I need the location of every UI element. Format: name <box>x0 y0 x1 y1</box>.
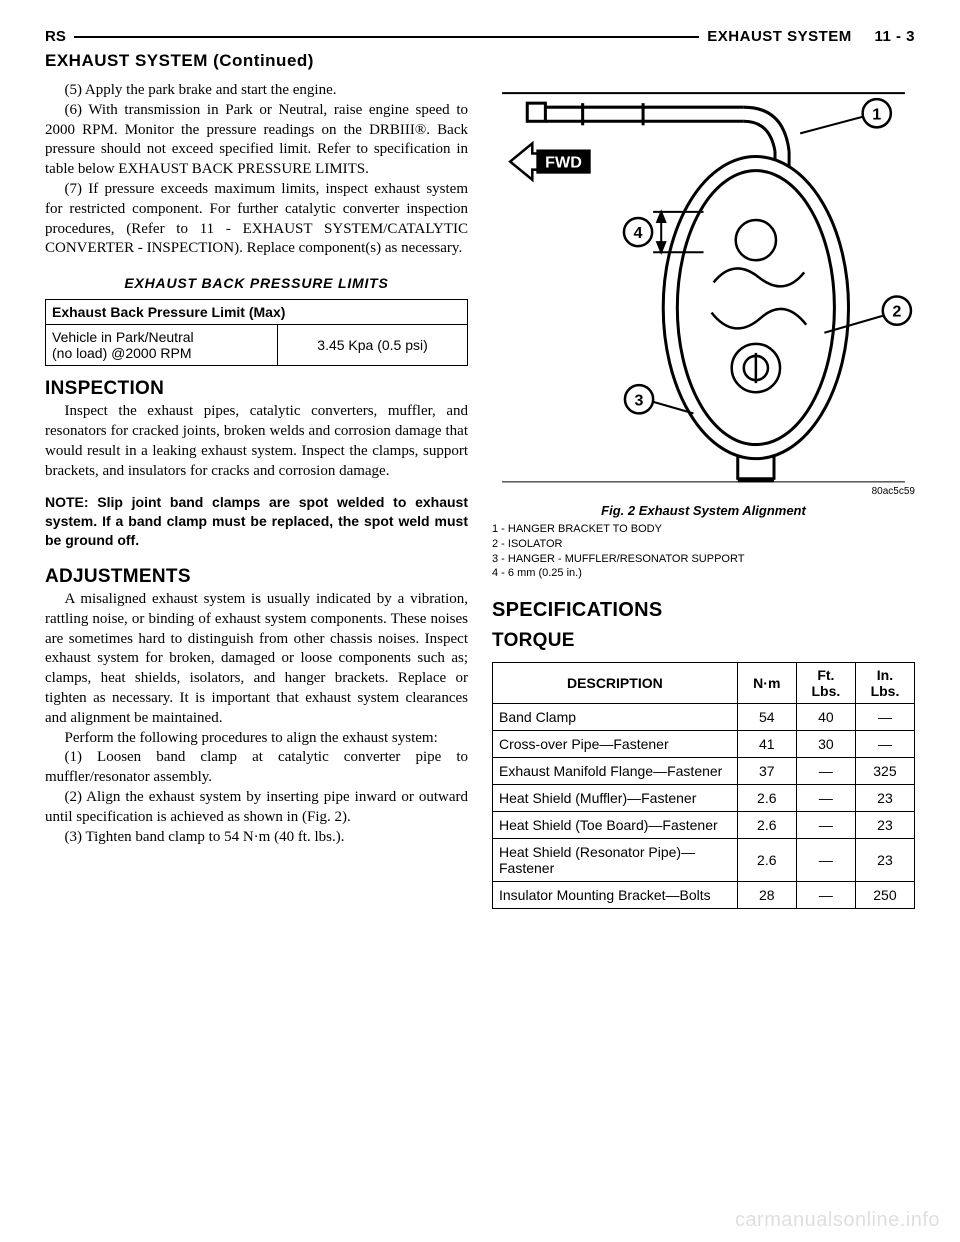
legend-2: 2 - ISOLATOR <box>492 537 915 552</box>
step-5: (5) Apply the park brake and start the e… <box>45 81 468 101</box>
cell: — <box>855 704 914 731</box>
content-columns: (5) Apply the park brake and start the e… <box>45 81 915 909</box>
cell: 30 <box>796 731 855 758</box>
watermark: carmanualsonline.info <box>735 1209 940 1232</box>
table-row: Heat Shield (Resonator Pipe)—Fastener 2.… <box>493 839 915 882</box>
cell: 23 <box>855 839 914 882</box>
cell: — <box>796 785 855 812</box>
header-section: EXHAUST SYSTEM 11 - 3 <box>707 28 915 45</box>
cell: — <box>796 812 855 839</box>
cell: Band Clamp <box>493 704 738 731</box>
cell: 37 <box>737 758 796 785</box>
table-row: Heat Shield (Toe Board)—Fastener 2.6 — 2… <box>493 812 915 839</box>
svg-text:3: 3 <box>635 391 644 409</box>
figure-2: FWD <box>492 81 915 581</box>
cell: 40 <box>796 704 855 731</box>
cell: 2.6 <box>737 839 796 882</box>
limits-cell-left-l2: (no load) @2000 RPM <box>52 345 271 361</box>
table-row: Heat Shield (Muffler)—Fastener 2.6 — 23 <box>493 785 915 812</box>
intro-body: (5) Apply the park brake and start the e… <box>45 81 468 259</box>
cell: 41 <box>737 731 796 758</box>
cell: Cross-over Pipe—Fastener <box>493 731 738 758</box>
adjust-p2: Perform the following procedures to alig… <box>45 729 468 749</box>
adjustments-heading: ADJUSTMENTS <box>45 566 468 588</box>
table-row: Cross-over Pipe—Fastener 41 30 — <box>493 731 915 758</box>
cell: Heat Shield (Resonator Pipe)—Fastener <box>493 839 738 882</box>
table-row: Exhaust Manifold Flange—Fastener 37 — 32… <box>493 758 915 785</box>
th-nm: N·m <box>737 663 796 704</box>
torque-table: DESCRIPTION N·m Ft. Lbs. In. Lbs. Band C… <box>492 662 915 909</box>
header-page-num: 11 - 3 <box>874 28 915 45</box>
cell: — <box>855 731 914 758</box>
left-column: (5) Apply the park brake and start the e… <box>45 81 468 909</box>
exhaust-alignment-diagram: FWD <box>492 81 915 484</box>
limits-heading: EXHAUST BACK PRESSURE LIMITS <box>45 275 468 291</box>
cell: 2.6 <box>737 812 796 839</box>
cell: 325 <box>855 758 914 785</box>
adjust-step-1: (1) Loosen band clamp at catalytic conve… <box>45 748 468 788</box>
figure-legend: 1 - HANGER BRACKET TO BODY 2 - ISOLATOR … <box>492 522 915 581</box>
cell: 23 <box>855 785 914 812</box>
cell: — <box>796 758 855 785</box>
cell: 54 <box>737 704 796 731</box>
header-left: RS <box>45 28 66 45</box>
right-column: FWD <box>492 81 915 909</box>
step-6: (6) With transmission in Park or Neutral… <box>45 101 468 180</box>
legend-3: 3 - HANGER - MUFFLER/RESONATOR SUPPORT <box>492 552 915 567</box>
header-rule <box>74 36 699 38</box>
continued-heading: EXHAUST SYSTEM (Continued) <box>45 51 915 71</box>
limits-table: Exhaust Back Pressure Limit (Max) Vehicl… <box>45 299 468 366</box>
svg-text:4: 4 <box>634 224 643 242</box>
cell: — <box>796 839 855 882</box>
adjustments-body: A misaligned exhaust system is usually i… <box>45 590 468 847</box>
cell: — <box>796 882 855 909</box>
figure-caption: Fig. 2 Exhaust System Alignment <box>492 503 915 518</box>
svg-text:1: 1 <box>872 105 881 123</box>
th-ftlbs: Ft. Lbs. <box>796 663 855 704</box>
figure-id: 80ac5c59 <box>492 486 915 497</box>
step-7: (7) If pressure exceeds maximum limits, … <box>45 180 468 259</box>
inspection-body: Inspect the exhaust pipes, catalytic con… <box>45 402 468 481</box>
svg-text:2: 2 <box>892 303 901 321</box>
th-inlbs: In. Lbs. <box>855 663 914 704</box>
th-description: DESCRIPTION <box>493 663 738 704</box>
inspection-heading: INSPECTION <box>45 378 468 400</box>
cell: Heat Shield (Muffler)—Fastener <box>493 785 738 812</box>
legend-1: 1 - HANGER BRACKET TO BODY <box>492 522 915 537</box>
cell: Exhaust Manifold Flange—Fastener <box>493 758 738 785</box>
limits-table-header: Exhaust Back Pressure Limit (Max) <box>46 300 468 325</box>
table-row: Band Clamp 54 40 — <box>493 704 915 731</box>
header-section-text: EXHAUST SYSTEM <box>707 28 852 45</box>
limits-cell-left-l1: Vehicle in Park/Neutral <box>52 329 271 345</box>
cell: Insulator Mounting Bracket—Bolts <box>493 882 738 909</box>
cell: Heat Shield (Toe Board)—Fastener <box>493 812 738 839</box>
svg-text:FWD: FWD <box>545 154 582 172</box>
limits-cell-left: Vehicle in Park/Neutral (no load) @2000 … <box>46 325 278 366</box>
specifications-heading: SPECIFICATIONS <box>492 599 915 622</box>
table-row: Insulator Mounting Bracket—Bolts 28 — 25… <box>493 882 915 909</box>
note-block: NOTE: Slip joint band clamps are spot we… <box>45 493 468 550</box>
cell: 250 <box>855 882 914 909</box>
cell: 2.6 <box>737 785 796 812</box>
adjust-step-3: (3) Tighten band clamp to 54 N·m (40 ft.… <box>45 828 468 848</box>
limits-cell-right: 3.45 Kpa (0.5 psi) <box>278 325 468 366</box>
adjust-p1: A misaligned exhaust system is usually i… <box>45 590 468 729</box>
adjust-step-2: (2) Align the exhaust system by insertin… <box>45 788 468 828</box>
torque-heading: TORQUE <box>492 630 915 652</box>
legend-4: 4 - 6 mm (0.25 in.) <box>492 566 915 581</box>
cell: 28 <box>737 882 796 909</box>
inspection-paragraph: Inspect the exhaust pipes, catalytic con… <box>45 402 468 481</box>
page-header: RS EXHAUST SYSTEM 11 - 3 <box>45 28 915 45</box>
cell: 23 <box>855 812 914 839</box>
